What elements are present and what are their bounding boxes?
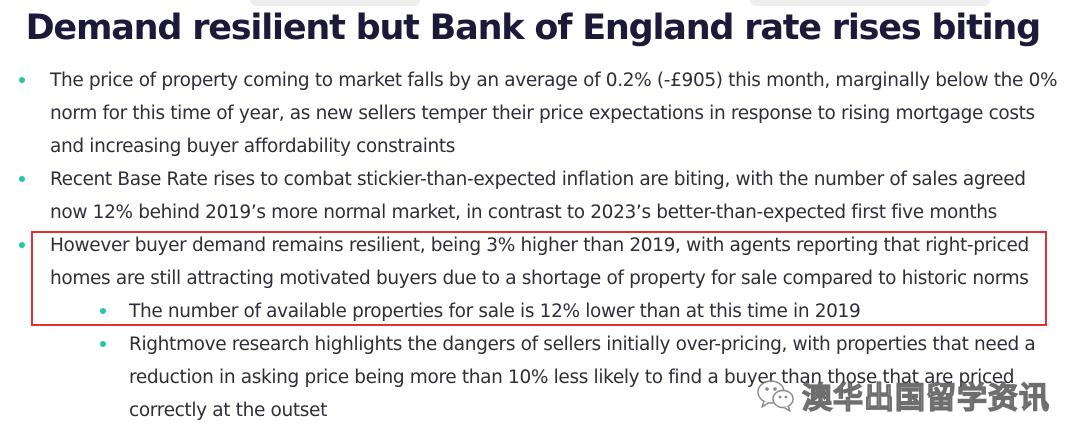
wechat-logo-icon [757,380,794,412]
bullet-text: However buyer demand remains resilient, … [50,235,1029,289]
sub-bullet-item: The number of available properties for s… [0,295,1080,328]
bullet-dot-icon [19,77,25,83]
bullet-item: However buyer demand remains resilient, … [0,229,1080,295]
slide-title: Demand resilient but Bank of England rat… [25,8,1042,48]
bullet-text: Recent Base Rate rises to combat stickie… [50,169,1026,223]
bullet-text: Rightmove research highlights the danger… [129,334,1036,421]
bullet-text: The price of property coming to market f… [50,70,1058,157]
bullet-dot-icon [19,242,25,248]
sub-bullet-item: Rightmove research highlights the danger… [0,328,1080,427]
cropped-header-shape [250,0,420,6]
bullet-dot-icon [100,308,106,314]
bullet-item: The price of property coming to market f… [0,64,1080,163]
bullet-dot-icon [100,341,106,347]
bullet-text: The number of available properties for s… [129,301,861,322]
bullet-dot-icon [19,176,25,182]
highlight-box [31,231,1047,326]
watermark-text: 澳华出国留学资讯 [801,380,1050,416]
watermark: 澳华出国留学资讯 [756,373,1050,417]
bullet-item: Recent Base Rate rises to combat stickie… [0,163,1080,229]
bullet-list: The price of property coming to market f… [0,64,1080,427]
cropped-header-shape [750,0,990,6]
